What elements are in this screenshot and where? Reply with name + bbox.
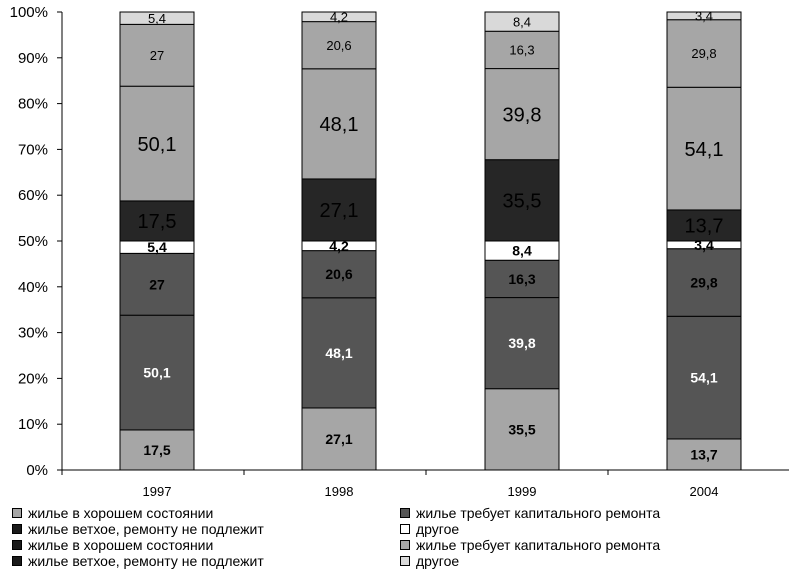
bar-segment bbox=[119, 85, 195, 202]
bar-segment bbox=[301, 21, 377, 70]
bar-segment bbox=[666, 11, 742, 21]
data-label: 20,6 bbox=[325, 266, 352, 282]
y-tick-label: 0% bbox=[26, 462, 48, 479]
y-tick-label: 40% bbox=[18, 279, 48, 296]
bar-segment bbox=[666, 248, 742, 317]
data-label: 13,7 bbox=[685, 216, 724, 238]
data-label: 29,8 bbox=[690, 275, 717, 291]
bar-segment bbox=[301, 407, 377, 471]
data-label: 8,4 bbox=[512, 243, 532, 259]
bar-segment bbox=[301, 178, 377, 242]
x-tick-label: 1998 bbox=[325, 484, 354, 499]
bar-segment bbox=[484, 30, 560, 70]
bar-segment bbox=[484, 297, 560, 390]
x-tick-label: 1999 bbox=[508, 484, 537, 499]
data-label: 4,2 bbox=[330, 9, 348, 24]
data-label: 27,1 bbox=[320, 200, 359, 222]
x-tick-label: 1997 bbox=[143, 484, 172, 499]
y-tick-label: 20% bbox=[18, 370, 48, 387]
data-label: 39,8 bbox=[503, 104, 542, 126]
data-label: 8,4 bbox=[513, 14, 531, 29]
bar-segment bbox=[666, 86, 742, 211]
bar-segment bbox=[119, 429, 195, 471]
y-tick-label: 80% bbox=[18, 96, 48, 113]
bar-segment bbox=[666, 315, 742, 440]
data-label: 3,4 bbox=[695, 9, 713, 24]
bar-segment bbox=[119, 11, 195, 25]
bar-segment bbox=[484, 11, 560, 32]
bar-segment bbox=[119, 252, 195, 316]
data-label: 48,1 bbox=[320, 114, 359, 136]
data-label: 5,4 bbox=[148, 11, 166, 26]
data-label: 35,5 bbox=[508, 421, 535, 437]
data-label: 16,3 bbox=[508, 271, 535, 287]
bar-segment bbox=[666, 438, 742, 471]
data-label: 50,1 bbox=[138, 134, 177, 156]
data-label: 17,5 bbox=[143, 442, 170, 458]
y-tick-label: 90% bbox=[18, 50, 48, 67]
bar-segment bbox=[301, 250, 377, 299]
data-label: 27 bbox=[150, 48, 164, 63]
data-label: 48,1 bbox=[325, 345, 352, 361]
data-label: 29,8 bbox=[691, 46, 716, 61]
bar-segment bbox=[484, 388, 560, 471]
bar-segment bbox=[119, 200, 195, 242]
data-label: 35,5 bbox=[503, 191, 542, 213]
y-tick-label: 100% bbox=[10, 4, 48, 21]
bar-segment bbox=[484, 259, 560, 299]
data-label: 50,1 bbox=[143, 365, 170, 381]
data-label: 17,5 bbox=[138, 211, 177, 233]
bar-segment bbox=[301, 68, 377, 180]
bar-segment bbox=[484, 159, 560, 242]
bar-segment bbox=[301, 11, 377, 23]
data-label: 54,1 bbox=[685, 139, 724, 161]
bar-segment bbox=[119, 23, 195, 87]
data-label: 5,4 bbox=[147, 239, 167, 255]
data-label: 54,1 bbox=[690, 370, 717, 386]
bar-segment bbox=[301, 297, 377, 409]
bar-segment bbox=[666, 209, 742, 242]
y-tick-label: 60% bbox=[18, 187, 48, 204]
data-label: 39,8 bbox=[508, 335, 535, 351]
data-label: 4,2 bbox=[329, 238, 349, 254]
x-tick-label: 2004 bbox=[690, 484, 719, 499]
data-label: 13,7 bbox=[690, 447, 717, 463]
y-tick-label: 30% bbox=[18, 325, 48, 342]
data-label: 27 bbox=[149, 276, 165, 292]
data-label: 27,1 bbox=[325, 431, 352, 447]
y-tick-label: 50% bbox=[18, 233, 48, 250]
y-tick-label: 70% bbox=[18, 141, 48, 158]
y-tick-label: 10% bbox=[18, 416, 48, 433]
bar-segment bbox=[484, 68, 560, 161]
data-label: 16,3 bbox=[509, 43, 534, 58]
data-label: 20,6 bbox=[326, 38, 351, 53]
bar-segment bbox=[119, 314, 195, 431]
